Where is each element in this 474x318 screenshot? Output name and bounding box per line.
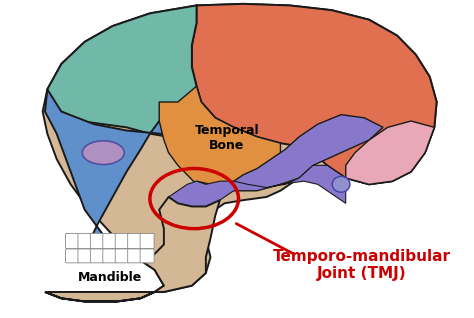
Polygon shape <box>169 165 346 206</box>
FancyBboxPatch shape <box>103 249 117 263</box>
FancyBboxPatch shape <box>115 249 129 263</box>
FancyBboxPatch shape <box>91 233 104 249</box>
FancyBboxPatch shape <box>128 233 142 249</box>
Ellipse shape <box>332 176 350 192</box>
FancyBboxPatch shape <box>115 233 129 249</box>
Ellipse shape <box>82 141 124 164</box>
FancyBboxPatch shape <box>103 233 117 249</box>
Text: Temporal
Bone: Temporal Bone <box>194 124 259 152</box>
FancyBboxPatch shape <box>91 249 104 263</box>
FancyBboxPatch shape <box>65 249 80 263</box>
FancyBboxPatch shape <box>78 249 92 263</box>
Polygon shape <box>346 121 434 184</box>
Polygon shape <box>45 89 206 248</box>
Polygon shape <box>47 5 215 137</box>
FancyBboxPatch shape <box>78 233 92 249</box>
Polygon shape <box>159 86 281 188</box>
FancyBboxPatch shape <box>140 249 154 263</box>
FancyBboxPatch shape <box>65 233 80 249</box>
Polygon shape <box>192 4 437 184</box>
Text: Mandible: Mandible <box>78 271 142 284</box>
Polygon shape <box>45 197 220 301</box>
FancyBboxPatch shape <box>140 233 154 249</box>
FancyBboxPatch shape <box>128 249 142 263</box>
Polygon shape <box>43 4 437 301</box>
Polygon shape <box>197 115 383 216</box>
Text: Temporo-mandibular
Joint (TMJ): Temporo-mandibular Joint (TMJ) <box>273 249 451 281</box>
